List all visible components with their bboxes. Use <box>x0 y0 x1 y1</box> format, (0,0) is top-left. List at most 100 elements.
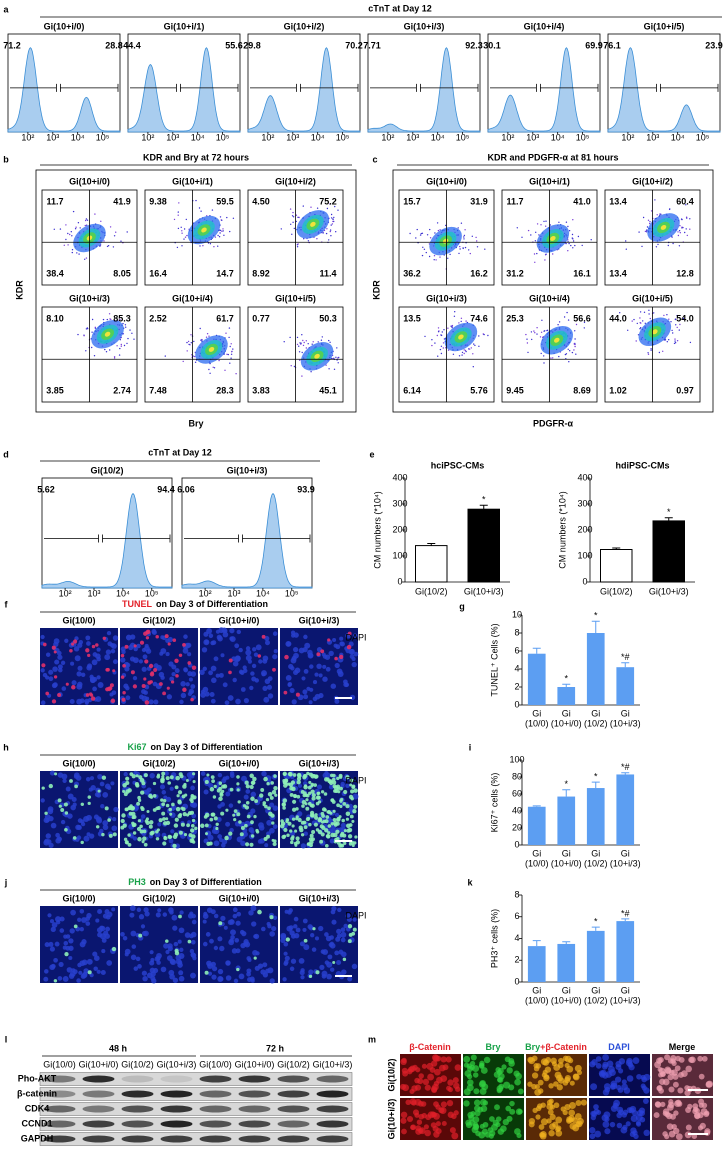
event-dot <box>93 355 96 357</box>
cell <box>463 1055 471 1063</box>
stained-cell <box>165 776 170 781</box>
plot-name: Gi(10/2) <box>90 465 123 475</box>
blot-band <box>277 1135 310 1143</box>
nucleus <box>171 914 178 921</box>
stained-cell <box>324 819 329 824</box>
event-dot <box>224 369 226 371</box>
x-tick-label: Gi <box>591 848 600 858</box>
blot-strip <box>39 1072 353 1086</box>
nucleus <box>322 676 328 682</box>
cell <box>675 1099 682 1106</box>
event-dot <box>625 248 627 250</box>
event-dot <box>447 349 450 351</box>
event-dot <box>291 215 294 217</box>
cell <box>463 1100 470 1107</box>
stained-cell <box>303 784 308 788</box>
nucleus <box>236 629 242 635</box>
event-dot <box>330 213 333 216</box>
stained-cell <box>53 650 57 654</box>
plot-name: Gi(10+i/3) <box>426 293 467 303</box>
panel-frame <box>392 169 714 413</box>
x-tick-label: Gi(10+i/3) <box>464 586 504 596</box>
stained-cell <box>292 799 297 804</box>
event-dot <box>573 349 575 351</box>
event-dot <box>450 325 452 327</box>
stained-cell <box>120 653 125 658</box>
axis-tick-label: 10² <box>141 132 154 142</box>
quadrant-value: 41.0 <box>573 196 591 206</box>
stained-cell <box>310 773 315 779</box>
nucleus <box>202 666 207 671</box>
cell <box>604 1116 610 1122</box>
event-dot <box>232 348 234 350</box>
nucleus <box>85 635 91 641</box>
blot-band <box>82 1075 115 1083</box>
stained-cell <box>192 780 196 784</box>
cell <box>639 1116 646 1123</box>
blot-band <box>277 1075 310 1083</box>
event-dot <box>669 208 671 210</box>
event-dot <box>99 245 101 247</box>
cell <box>602 1054 610 1061</box>
nucleus <box>340 937 346 943</box>
plot-name: Gi(10+i/1) <box>529 176 570 186</box>
event-dot <box>212 366 214 368</box>
quadrant-value: 44.0 <box>609 313 627 323</box>
y-tick-label: 6 <box>514 911 519 921</box>
nucleus <box>144 643 149 648</box>
nucleus <box>334 662 340 669</box>
event-dot <box>289 336 291 339</box>
event-dot <box>221 219 223 221</box>
nucleus <box>311 947 317 952</box>
stained-cell <box>143 677 147 681</box>
nucleus <box>143 907 149 913</box>
x-tick-label: (10/2) <box>584 718 608 728</box>
event-dot <box>293 365 296 368</box>
event-dot <box>581 244 583 247</box>
y-tick-label: 20 <box>512 822 522 832</box>
event-dot <box>312 341 314 343</box>
cell <box>466 1084 474 1092</box>
event-dot <box>461 354 463 356</box>
x-tick-label: (10/2) <box>584 995 608 1005</box>
event-dot <box>646 229 648 231</box>
nucleus <box>140 924 146 929</box>
event-dot <box>463 352 465 355</box>
event-dot <box>571 233 574 236</box>
event-dot <box>472 353 474 355</box>
stained-cell <box>210 812 215 817</box>
bar <box>527 806 546 845</box>
blot-band <box>316 1075 349 1083</box>
nucleus <box>171 664 177 670</box>
event-dot <box>217 245 219 247</box>
error-bar <box>591 926 600 931</box>
blot-band <box>121 1075 154 1083</box>
nucleus <box>215 673 220 678</box>
nucleus <box>110 648 116 654</box>
nucleus <box>42 672 48 678</box>
event-dot <box>685 216 688 218</box>
nucleus <box>178 927 185 934</box>
event-dot <box>483 333 485 336</box>
event-dot <box>534 332 536 334</box>
stain-name: TUNEL <box>122 599 152 609</box>
nucleus <box>49 919 55 924</box>
nucleus <box>251 663 257 669</box>
stained-cell <box>164 634 169 639</box>
event-dot <box>231 351 233 353</box>
nucleus <box>267 693 274 699</box>
nucleus <box>191 802 198 809</box>
nucleus <box>206 628 213 635</box>
stained-cell <box>105 667 110 672</box>
cell <box>671 1060 677 1067</box>
stained-cell <box>135 774 139 778</box>
nucleus <box>190 972 196 979</box>
y-tick-label: 4 <box>514 933 519 943</box>
cell <box>473 1099 481 1107</box>
quadrant-value: 8.92 <box>252 268 270 278</box>
event-dot <box>218 359 220 362</box>
stained-cell <box>333 832 338 838</box>
stained-cell <box>263 836 268 841</box>
nucleus <box>269 931 276 937</box>
nucleus <box>81 939 87 945</box>
